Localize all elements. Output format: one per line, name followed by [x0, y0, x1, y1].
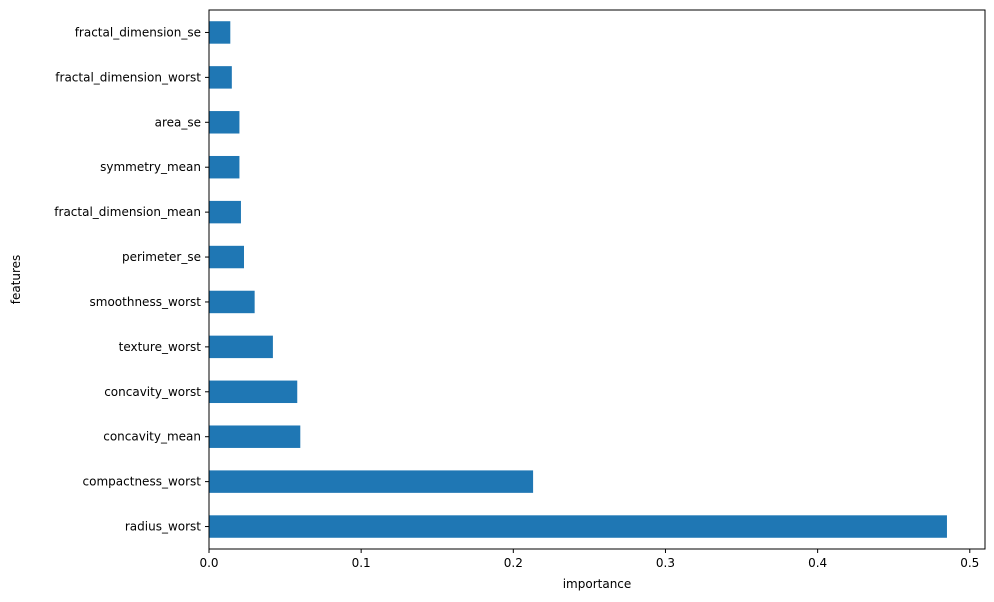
bar-perimeter_se [209, 245, 244, 269]
y-tick-label: symmetry_mean [100, 160, 201, 174]
bar-symmetry_mean [209, 155, 240, 179]
bar-compactness_worst [209, 470, 534, 493]
x-tick-label: 0.4 [808, 556, 827, 570]
y-tick-label: fractal_dimension_se [75, 25, 201, 39]
bar-smoothness_worst [209, 290, 255, 314]
y-tick-label: fractal_dimension_worst [55, 70, 201, 84]
y-tick-label: radius_worst [125, 520, 201, 534]
y-tick-label: concavity_worst [104, 385, 201, 399]
bars-group [209, 21, 947, 538]
bar-concavity_mean [209, 425, 301, 448]
y-axis-label: features [9, 255, 23, 305]
x-tick-label: 0.5 [960, 556, 979, 570]
bar-texture_worst [209, 335, 273, 359]
y-tick-label: area_se [155, 115, 201, 129]
x-tick-label: 0.2 [504, 556, 523, 570]
bar-fractal_dimension_mean [209, 200, 241, 224]
bar-fractal_dimension_worst [209, 66, 232, 89]
y-tick-label: concavity_mean [103, 430, 201, 444]
bar-radius_worst [209, 515, 947, 538]
x-tick-label: 0.0 [199, 556, 218, 570]
y-ticks-group: radius_worst compactness_worst concavity_m… [54, 25, 209, 534]
plot-frame [208, 9, 986, 550]
y-tick-label: perimeter_se [122, 250, 201, 264]
x-ticks-group: 0.0 0.1 0.2 0.3 0.4 0.5 [199, 549, 979, 570]
y-tick-label: compactness_worst [83, 475, 202, 489]
x-axis-label: importance [563, 577, 632, 591]
y-tick-label: texture_worst [119, 340, 202, 354]
bar-fractal_dimension_se [209, 21, 231, 44]
bar-area_se [209, 111, 240, 134]
x-tick-label: 0.1 [352, 556, 371, 570]
bar-concavity_worst [209, 380, 298, 404]
x-tick-label: 0.3 [656, 556, 675, 570]
y-tick-label: smoothness_worst [90, 295, 202, 309]
y-tick-label: fractal_dimension_mean [54, 205, 201, 219]
